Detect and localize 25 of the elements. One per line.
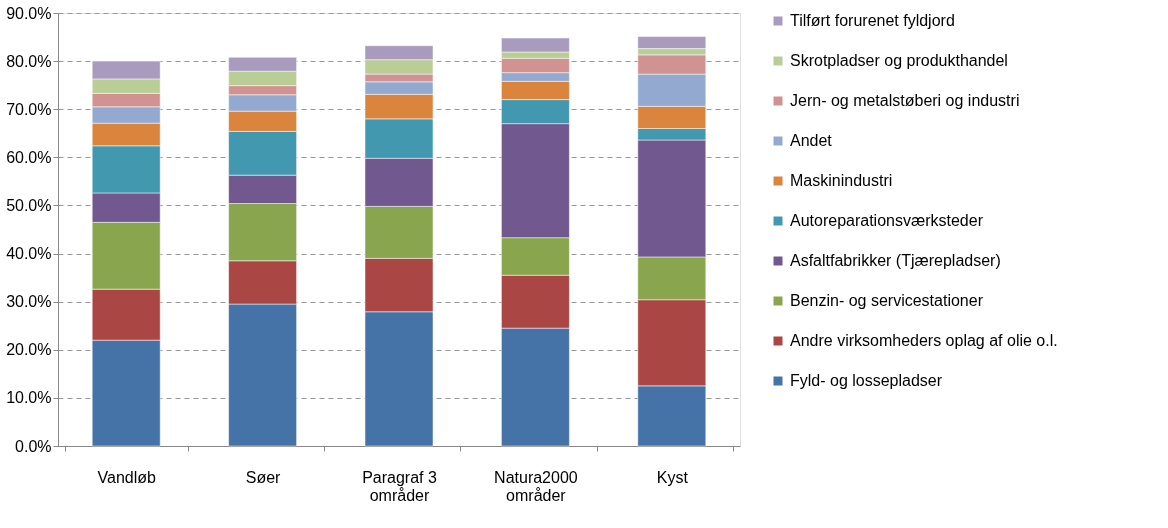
y-tick-label: 90.0% xyxy=(6,4,52,22)
y-tick-label: 20.0% xyxy=(6,341,52,359)
x-tick-label: Paragraf 3 områder xyxy=(362,468,437,504)
y-tick-label: 80.0% xyxy=(6,52,52,70)
legend-label: Asfaltfabrikker (Tjærepladser) xyxy=(790,252,1001,269)
y-tick-label: 60.0% xyxy=(6,148,52,166)
y-tick-label: 70.0% xyxy=(6,100,52,118)
legend-label: Autoreparationsværksteder xyxy=(790,212,984,229)
y-tick-label: 40.0% xyxy=(6,245,52,263)
y-tick-label: 30.0% xyxy=(6,293,52,311)
y-tick-label: 0.0% xyxy=(15,437,52,455)
x-tick-label: Søer xyxy=(245,468,282,486)
y-tick-label: 10.0% xyxy=(6,389,52,407)
legend-label: Maskinindustri xyxy=(790,172,893,189)
legend-label: Fyld- og lossepladser xyxy=(790,372,943,389)
x-tick-label: Vandløb xyxy=(97,468,156,486)
x-tick-label: Kyst xyxy=(656,468,689,486)
legend-label: Skrotpladser og produkthandel xyxy=(790,52,1008,69)
y-tick-label: 50.0% xyxy=(6,196,52,214)
x-tick-label: Natura2000 områder xyxy=(494,468,578,504)
legend-label: Andet xyxy=(790,132,833,149)
legend-label: Jern- og metalstøberi og industri xyxy=(790,92,1020,109)
legend-label: Benzin- og servicestationer xyxy=(790,292,984,309)
legend-label: Andre virksomheders oplag af olie o.l. xyxy=(790,332,1058,349)
legend-label: Tilført forurenet fyldjord xyxy=(790,12,955,29)
